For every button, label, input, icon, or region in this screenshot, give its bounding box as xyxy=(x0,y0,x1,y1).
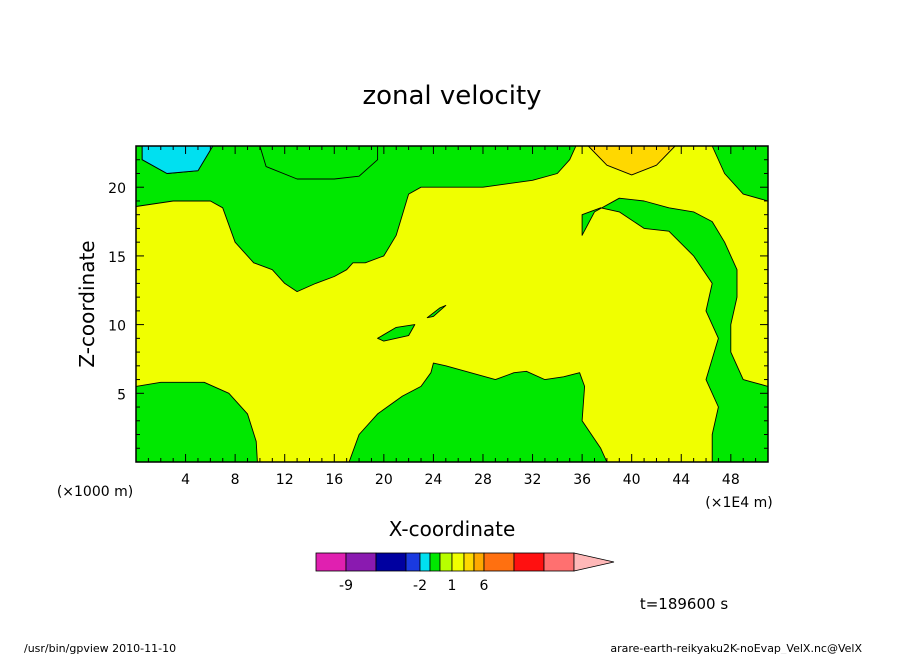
colorbar-label: -9 xyxy=(339,578,353,594)
colorbar-box xyxy=(463,552,475,572)
contour-regions xyxy=(135,145,769,463)
colorbar-box xyxy=(345,552,377,572)
x-tick-label: 12 xyxy=(276,472,294,488)
contour-region-zero xyxy=(348,362,608,463)
footer-right: arare-earth-reikyaku2K-noEvap_VelX.nc@Ve… xyxy=(610,642,862,654)
colorbar-labels: -9 -2 1 6 xyxy=(339,578,489,594)
y-axis-label: Z-coordinate xyxy=(75,240,99,367)
x-unit-note: (×1E4 m) xyxy=(705,495,772,511)
x-tick-label: 16 xyxy=(325,472,343,488)
x-tick-label: 4 xyxy=(181,472,190,488)
x-tick-label: 8 xyxy=(231,472,240,488)
y-tick-label: 5 xyxy=(117,387,126,403)
colorbar-box xyxy=(483,552,515,572)
colorbar xyxy=(315,552,615,572)
footer-left: /usr/bin/gpview 2010-11-10 xyxy=(24,642,176,654)
colorbar-box xyxy=(451,552,465,572)
x-tick-label: 36 xyxy=(573,472,591,488)
x-axis-ticks: 4 8 12 16 20 24 28 32 36 40 44 48 xyxy=(147,146,757,488)
plot-frame xyxy=(135,145,769,463)
contour-region-zero xyxy=(377,324,416,342)
colorbar-label: -2 xyxy=(413,578,427,594)
y-axis-ticks: 5 10 15 20 xyxy=(108,159,768,449)
y-unit-note: (×1000 m) xyxy=(57,484,133,500)
x-tick-label: 40 xyxy=(623,472,641,488)
x-tick-label: 44 xyxy=(672,472,690,488)
colorbar-label: 1 xyxy=(448,578,457,594)
y-tick-label: 20 xyxy=(108,181,126,197)
colorbar-box xyxy=(375,552,407,572)
colorbar-arrow xyxy=(573,552,615,572)
time-label: t=189600 s xyxy=(640,595,728,613)
contour-region-zero xyxy=(426,304,447,319)
colorbar-box xyxy=(419,552,431,572)
colorbar-box xyxy=(405,552,421,572)
colorbar-box xyxy=(315,552,347,572)
y-tick-label: 15 xyxy=(108,250,126,266)
colorbar-box xyxy=(439,552,453,572)
chart-title: zonal velocity xyxy=(362,81,541,111)
colorbar-box xyxy=(543,552,575,572)
colorbar-label: 6 xyxy=(480,578,489,594)
x-tick-label: 48 xyxy=(722,472,740,488)
contour-region-zero xyxy=(135,145,577,293)
contour-region-zero xyxy=(135,381,258,463)
x-tick-label: 24 xyxy=(424,472,442,488)
colorbar-box xyxy=(429,552,441,572)
colorbar-box xyxy=(473,552,485,572)
x-tick-label: 28 xyxy=(474,472,492,488)
x-axis-label: X-coordinate xyxy=(389,517,516,541)
colorbar-box xyxy=(513,552,545,572)
x-tick-label: 32 xyxy=(524,472,542,488)
y-tick-label: 10 xyxy=(108,319,126,335)
x-tick-label: 20 xyxy=(375,472,393,488)
